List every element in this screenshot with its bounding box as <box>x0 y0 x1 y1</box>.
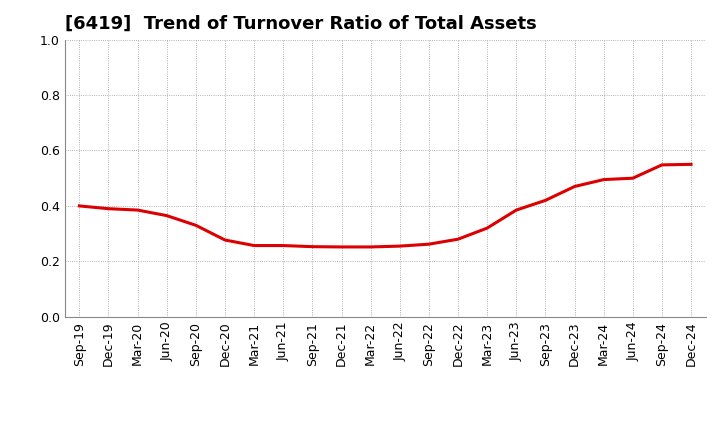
Text: [6419]  Trend of Turnover Ratio of Total Assets: [6419] Trend of Turnover Ratio of Total … <box>65 15 536 33</box>
